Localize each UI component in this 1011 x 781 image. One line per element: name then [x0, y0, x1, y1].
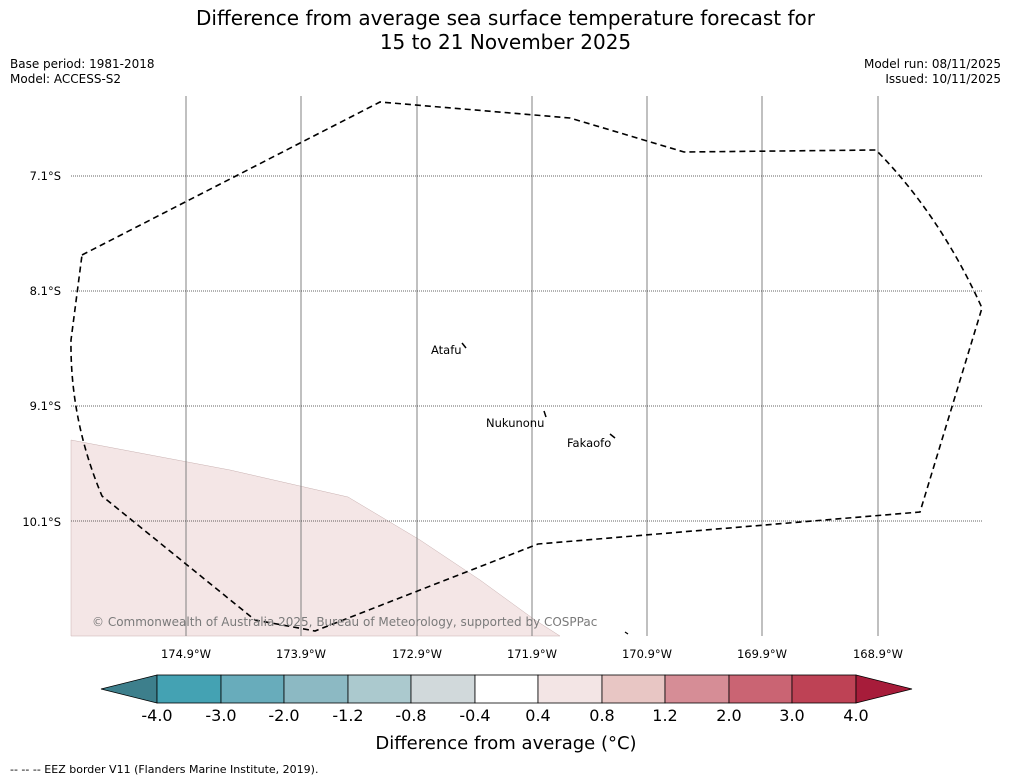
- title-line-1: Difference from average sea surface temp…: [195, 6, 815, 30]
- colorbar-segment: [664, 674, 730, 704]
- colorbar-tick: -0.4: [459, 706, 490, 725]
- colorbar-segment: [537, 674, 603, 704]
- lon-label: 172.9°W: [392, 647, 442, 661]
- latitude-labels: 7.1°S 8.1°S 9.1°S 10.1°S: [22, 169, 61, 529]
- colorbar-segment: [283, 674, 349, 704]
- colorbar-ticks: -4.0 -3.0 -2.0 -1.2 -0.8 -0.4 0.4 0.8 1.…: [141, 706, 868, 725]
- colorbar-segment: [347, 674, 412, 704]
- lon-label: 173.9°W: [276, 647, 326, 661]
- atafu-island-mark: [461, 342, 467, 349]
- anomaly-region: [70, 439, 561, 637]
- lon-label: 169.9°W: [737, 647, 787, 661]
- colorbar-tick: 1.2: [652, 706, 677, 725]
- lat-label: 9.1°S: [30, 399, 61, 413]
- fakaofo-island-mark: [609, 433, 616, 439]
- colorbar-segment: [156, 674, 222, 704]
- colorbar: [100, 674, 913, 704]
- nukunonu-island-mark: [543, 410, 547, 418]
- colorbar-tick: 3.0: [779, 706, 804, 725]
- copyright-text: © Commonwealth of Australia 2025, Bureau…: [92, 615, 597, 629]
- eez-footnote: -- -- -- EEZ border V11 (Flanders Marine…: [10, 763, 319, 776]
- lat-label: 7.1°S: [30, 169, 61, 183]
- issued-date: Issued: 10/11/2025: [885, 72, 1001, 86]
- eez-border: [70, 101, 983, 632]
- model-run: Model run: 08/11/2025: [863, 57, 1001, 71]
- base-period: Base period: 1981-2018: [10, 57, 155, 71]
- place-label-nukunonu: Nukunonu: [486, 416, 544, 430]
- place-label-atafu: Atafu: [431, 343, 462, 357]
- title-line-2: 15 to 21 November 2025: [379, 30, 632, 54]
- lon-label: 170.9°W: [622, 647, 672, 661]
- colorbar-segment: [220, 674, 285, 704]
- colorbar-tick: -3.0: [205, 706, 236, 725]
- colorbar-high-extend: [855, 674, 913, 704]
- model-name: Model: ACCESS-S2: [10, 72, 122, 86]
- meta-left: Base period: 1981-2018 Model: ACCESS-S2: [10, 57, 155, 87]
- colorbar-segment: [728, 674, 793, 704]
- longitude-labels: 174.9°W 173.9°W 172.9°W 171.9°W 170.9°W …: [161, 647, 903, 661]
- lon-label: 174.9°W: [161, 647, 211, 661]
- colorbar-segment: [601, 674, 666, 704]
- colorbar-tick: 0.8: [589, 706, 614, 725]
- colorbar-tick: 0.4: [525, 706, 550, 725]
- colorbar-segment: [791, 674, 857, 704]
- chart-title: Difference from average sea surface temp…: [0, 6, 1011, 54]
- colorbar-segment: [410, 674, 476, 704]
- colorbar-tick: -4.0: [141, 706, 172, 725]
- colorbar-tick: -2.0: [268, 706, 299, 725]
- colorbar-tick: 4.0: [843, 706, 868, 725]
- place-label-fakaofo: Fakaofo: [567, 436, 611, 450]
- colorbar-tick: 2.0: [716, 706, 741, 725]
- colorbar-tick: -0.8: [395, 706, 426, 725]
- colorbar-low-extend: [100, 674, 158, 704]
- lon-label: 171.9°W: [507, 647, 557, 661]
- colorbar-segment: [474, 674, 539, 704]
- meta-right: Model run: 08/11/2025 Issued: 10/11/2025: [864, 57, 1001, 87]
- colorbar-tick: -1.2: [332, 706, 363, 725]
- colorbar-label: Difference from average (°C): [375, 733, 636, 754]
- colorbar-segments: [156, 674, 857, 704]
- small-island-mark: [624, 631, 629, 635]
- lon-label: 168.9°W: [853, 647, 903, 661]
- lat-label: 10.1°S: [22, 515, 61, 529]
- lat-label: 8.1°S: [30, 284, 61, 298]
